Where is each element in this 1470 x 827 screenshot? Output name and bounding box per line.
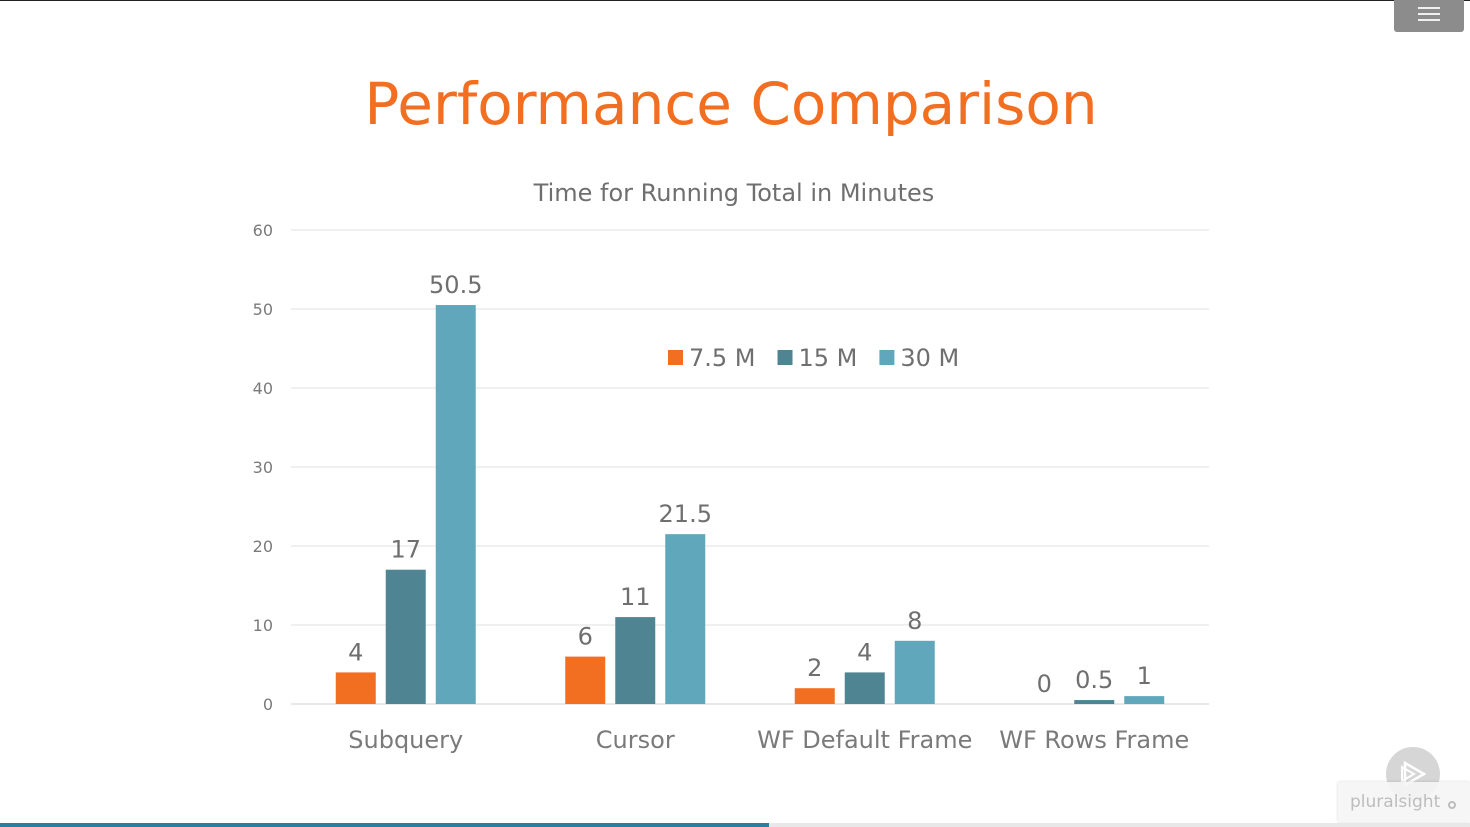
y-tick-label: 60	[253, 221, 273, 240]
y-tick-label: 10	[253, 616, 273, 635]
data-label: 50.5	[429, 271, 482, 299]
x-tick-label: WF Default Frame	[757, 726, 972, 754]
data-label: 11	[620, 583, 651, 611]
legend-swatch	[777, 350, 793, 365]
bar	[794, 688, 835, 704]
play-icon	[1401, 760, 1427, 788]
progress-bar[interactable]	[0, 823, 1470, 827]
legend-label: 7.5 M	[689, 344, 756, 372]
data-label: 4	[857, 638, 872, 666]
brand-watermark: pluralsight	[1338, 782, 1470, 822]
bar	[894, 640, 935, 704]
bar	[565, 656, 606, 704]
y-axis: 0 10 20 30 40 50 60	[253, 221, 273, 714]
x-tick-label: Cursor	[596, 726, 675, 754]
bar	[615, 617, 656, 704]
brand-name: pluralsight	[1350, 792, 1441, 812]
bar	[335, 672, 376, 704]
bar	[1074, 700, 1115, 704]
data-label: 21.5	[659, 500, 712, 528]
data-label: 1	[1137, 662, 1152, 690]
gridlines	[291, 229, 1209, 705]
data-label: 6	[578, 623, 593, 651]
slide-title: Performance Comparison	[364, 70, 1098, 138]
menu-button[interactable]	[1394, 0, 1464, 32]
bar	[1124, 696, 1165, 704]
legend-swatch	[668, 350, 683, 365]
legend-swatch	[879, 350, 895, 365]
data-label: 8	[907, 607, 922, 635]
legend-label: 30 M	[900, 344, 959, 372]
chart-title: Time for Running Total in Minutes	[533, 179, 935, 207]
bars	[335, 305, 1165, 704]
x-tick-label: WF Rows Frame	[999, 726, 1189, 754]
y-tick-label: 0	[263, 695, 273, 714]
data-label: 4	[348, 638, 363, 666]
data-label: 0.5	[1075, 666, 1113, 694]
legend-label: 15 M	[799, 344, 858, 372]
pluralsight-logo-icon	[1448, 801, 1456, 809]
y-tick-label: 40	[253, 379, 273, 398]
top-border	[0, 0, 1470, 1]
data-label: 17	[390, 536, 421, 564]
bar	[844, 672, 885, 704]
data-label: 2	[807, 654, 822, 682]
progress-bar-fill	[0, 823, 769, 827]
bar	[435, 305, 476, 704]
bar	[665, 534, 706, 704]
bar	[385, 569, 426, 704]
data-label: 0	[1037, 670, 1052, 698]
x-axis: Subquery Cursor WF Default Frame WF Rows Fr…	[348, 726, 1189, 754]
x-tick-label: Subquery	[348, 726, 463, 754]
legend: 7.5 M 15 M 30 M	[668, 344, 959, 372]
y-tick-label: 50	[253, 300, 273, 319]
data-labels: 4 17 50.5 6 11 21.5 2 4 8 0 0.5 1	[348, 271, 1152, 698]
y-tick-label: 20	[253, 537, 273, 556]
y-tick-label: 30	[253, 458, 273, 477]
